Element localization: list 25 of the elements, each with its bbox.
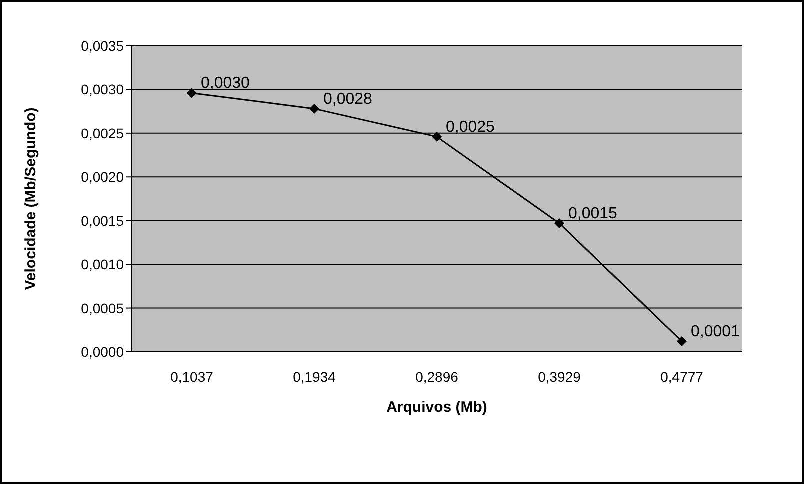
x-tick-label: 0,3929 [538, 368, 582, 385]
data-label: 0,0028 [324, 90, 373, 108]
y-tick-label: 0,0030 [81, 82, 124, 98]
data-label: 0,0025 [446, 118, 496, 136]
x-axis-title: Arquivos (Mb) [386, 399, 488, 416]
y-tick-label: 0,0035 [81, 38, 124, 54]
y-tick-label: 0,0025 [81, 125, 124, 142]
y-tick-label: 0,0010 [81, 256, 124, 273]
x-tick-label: 0,1934 [293, 368, 336, 385]
y-tick-label: 0,0000 [81, 344, 124, 360]
data-label: 0,0015 [568, 205, 618, 222]
x-tick-label: 0,2896 [416, 368, 459, 385]
point [554, 218, 564, 228]
point [310, 104, 320, 114]
y-tick-label: 0,0005 [81, 300, 124, 316]
x-tick-label: 0,1037 [170, 368, 214, 385]
point [677, 336, 687, 347]
point [432, 132, 442, 142]
y-tick-label: 0,0015 [81, 212, 124, 229]
y-tick-label: 0,0020 [81, 169, 124, 186]
point [187, 88, 197, 98]
data-label: 0,0001 [691, 324, 740, 341]
x-tick-label: 0,4777 [660, 368, 704, 385]
data-label: 0,0030 [201, 75, 250, 92]
y-axis-title: Velocidade (Mb/Segundo) [22, 108, 40, 290]
